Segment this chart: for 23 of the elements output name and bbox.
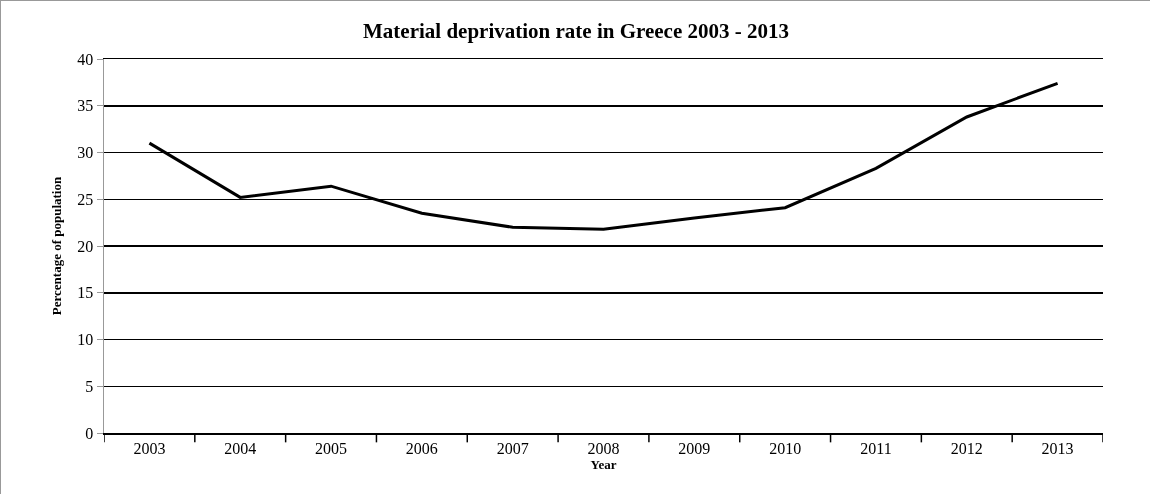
x-tick-label: 2005 (315, 439, 348, 457)
y-tick-label: 20 (77, 237, 94, 255)
x-axis-title: Year (590, 456, 617, 472)
x-tick-label: 2012 (950, 439, 983, 457)
x-tick-label: 2009 (678, 439, 711, 457)
y-tick-label: 25 (77, 190, 94, 208)
x-tick-label: 2004 (224, 439, 257, 457)
x-tick-label: 2007 (496, 439, 529, 457)
y-tick-label: 35 (77, 97, 94, 115)
y-tick-label: 0 (85, 424, 94, 442)
x-tick-label: 2010 (769, 439, 802, 457)
chart-title: Material deprivation rate in Greece 2003 - 2013 (363, 18, 789, 43)
y-tick-label: 10 (77, 331, 94, 349)
y-tick-label: 15 (77, 284, 94, 302)
x-tick-label: 2011 (860, 439, 892, 457)
y-tick-label: 30 (77, 144, 94, 162)
x-tick-label: 2013 (1041, 439, 1074, 457)
x-tick-label: 2008 (587, 439, 620, 457)
x-tick-label: 2006 (405, 439, 438, 457)
y-tick-label: 5 (85, 377, 94, 395)
x-tick-label: 2003 (133, 439, 166, 457)
y-tick-label: 40 (77, 50, 94, 68)
y-axis-title: Percentage of population (49, 176, 65, 316)
